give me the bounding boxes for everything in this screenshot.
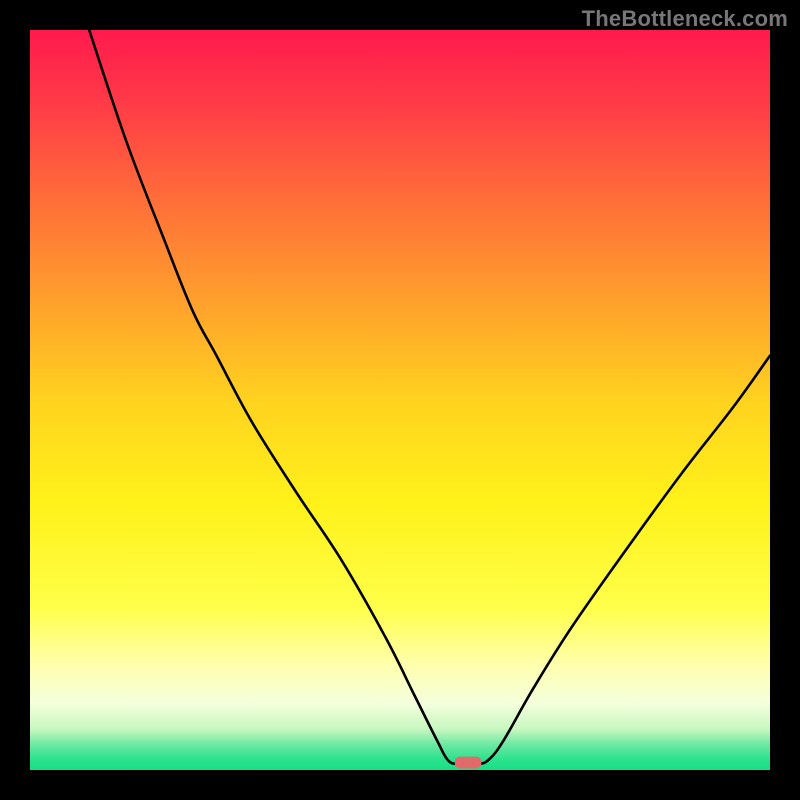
chart-svg	[30, 30, 770, 770]
minimum-marker	[455, 757, 482, 769]
chart-root: TheBottleneck.com	[0, 0, 800, 800]
plot-area	[30, 30, 770, 770]
chart-background	[30, 30, 770, 770]
watermark-text: TheBottleneck.com	[582, 6, 788, 32]
